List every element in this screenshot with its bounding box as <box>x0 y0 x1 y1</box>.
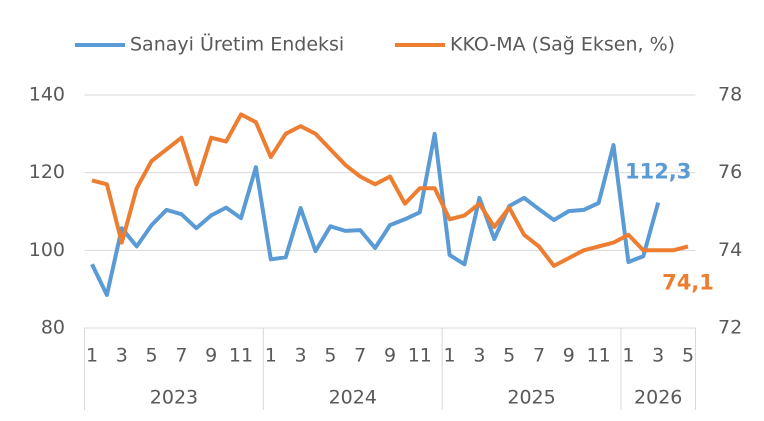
data-label: 112,3 <box>625 160 691 184</box>
x-tick-label: 3 <box>473 345 485 367</box>
group-label: 2026 <box>634 387 682 409</box>
x-tick-label: 5 <box>324 345 336 367</box>
y2-tick-label: 78 <box>718 84 742 106</box>
x-tick-label: 7 <box>175 345 187 367</box>
x-tick-label: 7 <box>354 345 366 367</box>
y-tick-label: 80 <box>41 317 65 339</box>
y-tick-label: 140 <box>29 84 65 106</box>
data-label: 74,1 <box>662 270 714 294</box>
x-tick-label: 9 <box>205 345 217 367</box>
x-tick-label: 11 <box>229 345 253 367</box>
x-tick-label: 3 <box>295 345 307 367</box>
x-tick-label: 9 <box>563 345 575 367</box>
y-tick-label: 100 <box>29 239 65 261</box>
group-label: 2024 <box>329 387 377 409</box>
x-tick-label: 5 <box>682 345 694 367</box>
legend-label: KKO-MA (Sağ Eksen, %) <box>450 34 675 56</box>
x-tick-label: 1 <box>86 345 98 367</box>
x-tick-label: 5 <box>146 345 158 367</box>
x-tick-label: 3 <box>116 345 128 367</box>
x-tick-label: 9 <box>384 345 396 367</box>
x-tick-label: 11 <box>587 345 611 367</box>
x-tick-label: 1 <box>444 345 456 367</box>
y2-tick-label: 72 <box>718 317 742 339</box>
x-tick-label: 11 <box>408 345 432 367</box>
x-tick-label: 1 <box>265 345 277 367</box>
group-label: 2025 <box>507 387 555 409</box>
y2-tick-label: 74 <box>718 239 742 261</box>
series-line <box>91 112 689 268</box>
y-tick-label: 120 <box>29 161 65 183</box>
legend-label: Sanayi Üretim Endeksi <box>130 33 344 56</box>
group-label: 2023 <box>150 387 198 409</box>
x-tick-label: 3 <box>652 345 664 367</box>
x-tick-label: 7 <box>533 345 545 367</box>
x-tick-label: 5 <box>503 345 515 367</box>
y2-tick-label: 76 <box>718 161 742 183</box>
series-line <box>90 131 661 297</box>
x-tick-label: 1 <box>622 345 634 367</box>
